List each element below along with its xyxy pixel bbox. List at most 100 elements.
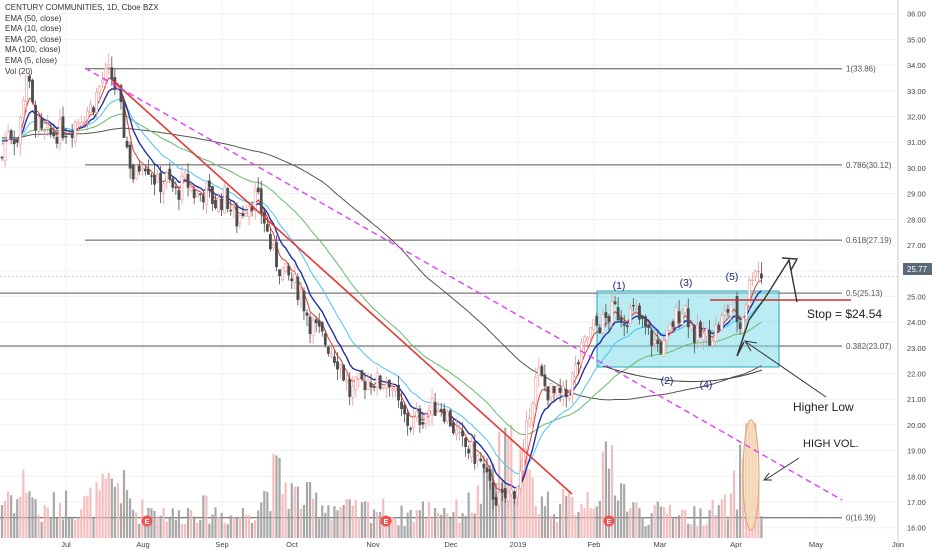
candle-body [470,441,474,458]
candle-body [638,305,641,320]
volume-bar [507,437,510,538]
volume-bar [495,482,498,538]
candle-body [458,431,461,434]
candle-body [28,75,31,82]
candle-body [497,492,501,506]
candle-body [223,186,227,214]
candle-body [34,105,37,131]
candle-body [433,401,437,416]
volume-bar [574,515,577,538]
volume-bar [299,508,302,538]
candle-body [561,385,565,396]
volume-bar [485,458,489,538]
high-vol-pointer [764,457,800,481]
volume-bar [379,512,382,538]
candle-body [451,422,455,434]
volume-bar [144,522,147,538]
y-tick-label: 20.00 [907,421,926,430]
volume-bar [281,494,284,538]
candle-body [656,339,660,344]
candle-body [418,408,422,425]
volume-bar [186,507,190,538]
volume-bar [214,507,217,538]
candle-body [137,165,141,172]
candle-body [76,121,80,126]
volume-bar [22,469,25,538]
x-tick-label: 2019 [510,540,527,549]
earnings-marker-label: E [606,517,611,526]
volume-bar [397,525,400,538]
x-tick-label: Sep [215,540,228,549]
volume-bar [211,514,214,538]
candle-body [165,172,169,183]
volume-bar [55,518,58,538]
candle-body [320,322,324,332]
candle-body [604,312,608,318]
fib-label: 0.382(23.07) [846,342,892,351]
volume-bar [589,508,592,538]
candle-body [488,468,492,481]
candle-body [336,361,339,370]
volume-bar [717,505,720,538]
candle-body [180,175,184,201]
candle-body [40,117,44,129]
volume-bar [373,509,376,538]
volume-bar [687,523,690,538]
volume-bar [714,514,717,538]
candle-body [317,320,321,327]
volume-bar [0,505,4,538]
candle-body [241,213,245,217]
volume-bar [40,521,43,538]
candle-body [226,187,230,210]
candle-body [534,377,538,405]
candle-body [375,372,379,388]
volume-bar [534,506,537,538]
candle-body [726,309,730,313]
candle-body [381,387,385,389]
candle-body [555,386,559,396]
x-tick-label: Feb [588,540,601,549]
higher-low-arrow-head [744,340,758,352]
volume-bar [681,509,684,538]
trendline-magenta-dashed [84,67,843,501]
volume-bar [71,516,74,538]
volume-bar [739,444,742,538]
volume-bar [119,503,123,538]
volume-bar [659,506,662,538]
wave-label: (2) [661,375,674,387]
x-tick-label: Mar [654,540,667,549]
volume-bar [43,504,46,538]
candle-body [390,388,394,391]
volume-bar [522,464,525,538]
volume-bar [455,499,458,538]
candles [0,52,763,513]
volume-bar [604,441,607,538]
candle-body [73,122,77,142]
volume-bar [546,491,550,538]
candle-body [686,308,690,328]
candle-body [464,437,468,448]
volume-bar [260,502,263,538]
volume-bar [351,505,354,538]
candle-body [537,367,541,377]
volume-bar [369,523,373,538]
volume-bar [83,496,86,538]
volume-bar [77,517,80,538]
volume-bar [315,492,318,538]
volume-bar [247,515,251,538]
candle-body [214,199,217,209]
candle-body [750,279,754,282]
volume-bar [388,524,391,538]
volume-bar [25,493,28,538]
candle-body [509,489,513,495]
candle-body [708,330,712,346]
candle-body [311,319,315,337]
candle-body [150,175,153,177]
volume-bars [0,423,763,538]
volume-bar [406,512,409,538]
candle-body [650,330,654,346]
volume-bar [193,516,196,538]
volume-bar [275,455,278,538]
candle-body [232,206,236,210]
